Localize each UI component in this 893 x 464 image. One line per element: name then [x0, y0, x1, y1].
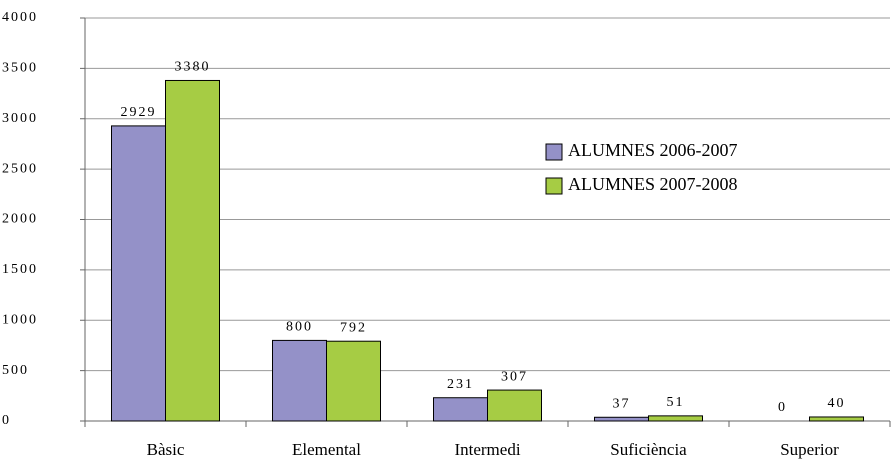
- bar: [326, 340, 381, 422]
- bar: [111, 125, 166, 422]
- data-label: 37: [613, 396, 631, 411]
- legend-swatch: [545, 143, 563, 161]
- x-tick-label: Intermedi: [454, 440, 520, 459]
- bar: [165, 79, 220, 422]
- data-label: 40: [828, 396, 846, 411]
- data-label: 2929: [121, 105, 157, 120]
- bar: [433, 397, 488, 422]
- data-label: 792: [340, 320, 367, 335]
- y-tick-label: 500: [2, 363, 29, 378]
- data-label: 51: [667, 395, 685, 410]
- y-tick-label: 3500: [2, 61, 38, 76]
- bar: [809, 416, 864, 422]
- legend-label: ALUMNES 2006-2007: [568, 140, 738, 160]
- y-tick-label: 0: [2, 413, 11, 428]
- x-tick-label: Bàsic: [147, 440, 185, 459]
- bar: [272, 339, 327, 422]
- y-tick-label: 3000: [2, 111, 38, 126]
- bar: [487, 389, 542, 422]
- data-label: 0: [778, 400, 787, 415]
- y-tick-label: 2000: [2, 212, 38, 227]
- data-label: 800: [286, 320, 313, 335]
- data-label: 231: [447, 377, 474, 392]
- x-tick-label: Suficiència: [610, 440, 687, 459]
- data-label: 307: [501, 369, 528, 384]
- legend-swatch: [545, 177, 563, 195]
- legend-label: ALUMNES 2007-2008: [568, 174, 738, 194]
- y-tick-label: 4000: [2, 10, 38, 25]
- bar: [648, 415, 703, 422]
- x-tick-label: Elemental: [292, 440, 361, 459]
- y-tick-label: 1000: [2, 312, 38, 327]
- data-label: 3380: [175, 60, 211, 75]
- bar: [594, 416, 649, 422]
- x-tick-label: Superior: [780, 440, 839, 459]
- y-tick-label: 1500: [2, 262, 38, 277]
- y-tick-label: 2500: [2, 161, 38, 176]
